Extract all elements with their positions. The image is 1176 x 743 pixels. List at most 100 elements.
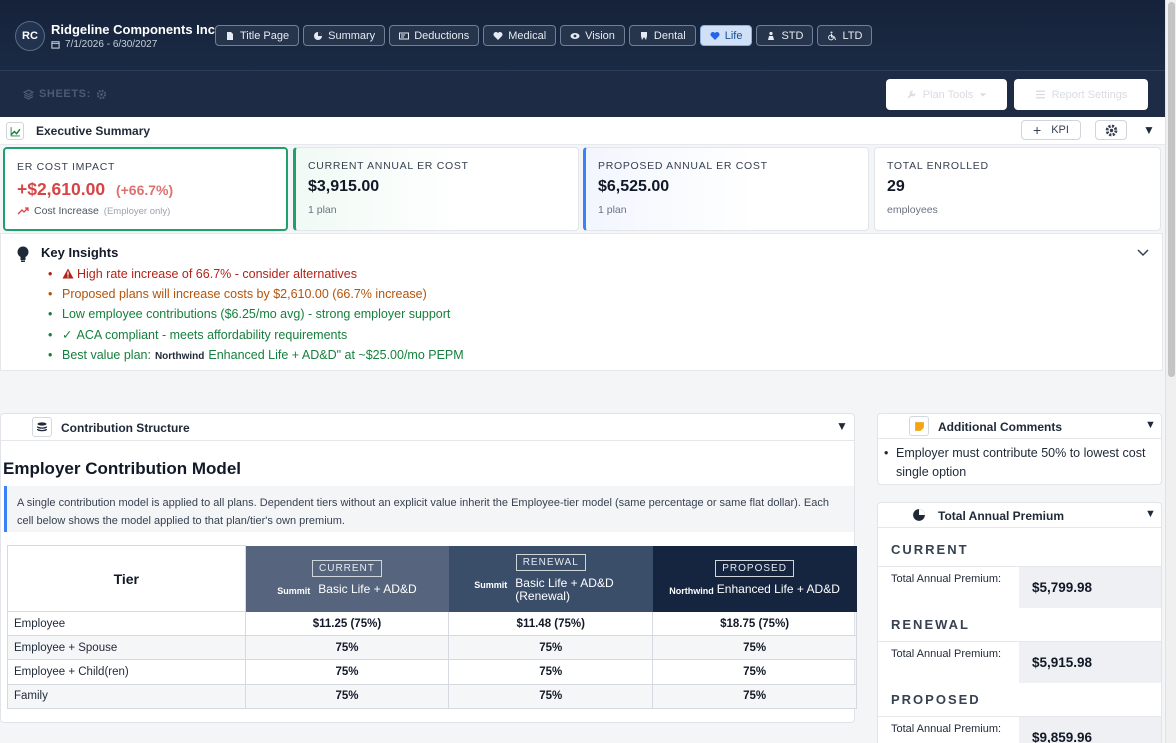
- kpi-sub: Cost Increase (Employer only): [17, 205, 170, 217]
- tab-label: STD: [781, 29, 804, 42]
- additional-comments-panel: Additional Comments ▼ Employer must cont…: [877, 413, 1162, 485]
- tab-dental[interactable]: Dental: [628, 25, 696, 46]
- cost-increase-label: Cost Increase: [34, 205, 99, 217]
- tier-label: Employee + Child(ren): [7, 659, 246, 685]
- tier-label: Family: [7, 683, 246, 709]
- kpi-label: CURRENT ANNUAL ER COST: [308, 160, 469, 172]
- lightbulb-icon: [17, 246, 29, 262]
- kpi-sub: employees: [887, 204, 938, 216]
- insight-text: Low employee contributions ($6.25/mo avg…: [62, 307, 451, 322]
- tab-ltd[interactable]: LTD: [817, 25, 873, 46]
- settings-button[interactable]: [1095, 120, 1127, 140]
- add-kpi-button[interactable]: + KPI: [1021, 120, 1081, 140]
- gear-icon[interactable]: [96, 89, 107, 100]
- table-row: Family 75% 75% 75%: [7, 683, 857, 709]
- collapse-triangle-icon[interactable]: ▼: [1143, 123, 1155, 137]
- premium-value: $5,915.98: [1019, 642, 1161, 683]
- executive-summary-title: Executive Summary: [36, 124, 151, 138]
- scrollbar-thumb[interactable]: [1168, 2, 1175, 377]
- plan-header-renewal: RENEWAL Summit Basic Life + AD&D (Renewal…: [448, 545, 653, 612]
- plan-name-line: Summit Basic Life + AD&D: [246, 582, 449, 598]
- plan-tag: RENEWAL: [515, 554, 586, 571]
- collapse-triangle-icon[interactable]: ▼: [1145, 508, 1156, 520]
- tab-label: Summary: [328, 29, 376, 42]
- contribution-cell: $18.75 (75%): [652, 610, 857, 637]
- insight-prefix: Best value plan:: [62, 347, 151, 362]
- plan-name: Enhanced Life + AD&D: [716, 581, 840, 596]
- tab-title-page[interactable]: Title Page: [215, 25, 300, 46]
- tab-life[interactable]: Life: [699, 25, 753, 46]
- premium-row: Total Annual Premium: $9,859.96: [878, 716, 1161, 743]
- comment-item: Employer must contribute 50% to lowest c…: [884, 444, 1156, 482]
- plan-tag: CURRENT: [312, 559, 382, 577]
- insight-item: High rate increase of 66.7% - consider a…: [48, 266, 464, 286]
- premium-group-label: PROPOSED: [891, 692, 981, 707]
- plan-tools-label: Plan Tools: [922, 88, 974, 101]
- tab-label: Life: [724, 29, 743, 42]
- plan-dates: 7/1/2026 - 6/30/2027: [51, 39, 157, 50]
- kpi-card-er-cost-impact[interactable]: ER COST IMPACT +$2,610.00 (+66.7%) Cost …: [3, 147, 288, 231]
- tab-bar: Title Page Summary Deductions Medical Vi…: [215, 25, 873, 46]
- employer-only-note: (Employer only): [103, 205, 171, 217]
- carrier-logo-text: Summit: [474, 580, 508, 590]
- plan-tools-button[interactable]: Plan Tools: [886, 79, 1007, 110]
- contribution-structure-header: Contribution Structure ▼: [1, 414, 854, 441]
- plan-name-line: Summit Basic Life + AD&D (Renewal): [449, 577, 652, 603]
- additional-comments-title: Additional Comments: [938, 420, 1063, 434]
- table-row: Employee + Spouse 75% 75% 75%: [7, 635, 857, 661]
- contribution-cell: 75%: [244, 659, 450, 685]
- kpi-value: +$2,610.00 (+66.7%): [17, 179, 173, 200]
- table-row: Employee $11.25 (75%) $11.48 (75%) $18.7…: [7, 610, 857, 637]
- kpi-label: KPI: [1051, 124, 1069, 136]
- contribution-cell: $11.48 (75%): [448, 610, 654, 637]
- premium-group-label: RENEWAL: [891, 617, 970, 632]
- check-icon: ✓: [62, 327, 73, 342]
- person-icon: [768, 31, 775, 40]
- tier-label: Employee + Spouse: [7, 635, 246, 661]
- executive-summary-header: Executive Summary + KPI ▼: [0, 117, 1165, 145]
- chevron-down-icon[interactable]: [1137, 249, 1149, 257]
- kpi-card-current-er-cost[interactable]: CURRENT ANNUAL ER COST $3,915.00 1 plan: [293, 147, 579, 231]
- contribution-cell: 75%: [448, 683, 654, 709]
- tab-std[interactable]: STD: [756, 25, 814, 46]
- insight-text: High rate increase of 66.7% - consider a…: [77, 267, 358, 281]
- tab-medical[interactable]: Medical: [483, 25, 557, 46]
- kpi-value: $3,915.00: [308, 178, 380, 195]
- kpi-sub: 1 plan: [598, 204, 627, 216]
- kpi-sub: 1 plan: [308, 204, 337, 216]
- collapse-triangle-icon[interactable]: ▼: [836, 419, 848, 433]
- tier-column-header: Tier: [7, 545, 246, 612]
- tab-deductions[interactable]: Deductions: [389, 25, 480, 46]
- sheets-bar: SHEETS: Plan Tools Report Settings: [0, 70, 1165, 117]
- sticky-note-icon: [909, 416, 929, 436]
- tab-vision[interactable]: Vision: [560, 25, 625, 46]
- key-insights-panel: Key Insights High rate increase of 66.7%…: [0, 233, 1163, 371]
- premium-value: $5,799.98: [1019, 567, 1161, 608]
- collapse-triangle-icon[interactable]: ▼: [1145, 419, 1156, 431]
- contribution-cell: 75%: [652, 635, 857, 661]
- document-icon: [227, 31, 233, 40]
- contribution-note: A single contribution model is applied t…: [4, 486, 854, 532]
- kpi-card-total-enrolled[interactable]: TOTAL ENROLLED 29 employees: [874, 147, 1161, 231]
- contribution-cell: 75%: [652, 659, 857, 685]
- insight-text: Enhanced Life + AD&D" at ~$25.00/mo PEPM: [208, 347, 464, 362]
- total-annual-premium-title: Total Annual Premium: [938, 509, 1065, 523]
- vertical-scrollbar[interactable]: [1165, 0, 1176, 743]
- sliders-icon: [1035, 90, 1045, 99]
- tooth-icon: [640, 31, 647, 40]
- heart-pulse-icon: [493, 31, 503, 40]
- kpi-label: PROPOSED ANNUAL ER COST: [598, 160, 768, 172]
- sheets-label: SHEETS:: [23, 88, 107, 100]
- pie-chart-icon: [909, 505, 929, 525]
- plan-name-line: Northwind Enhanced Life + AD&D: [653, 581, 856, 598]
- tab-label: Medical: [508, 29, 547, 42]
- carrier-logo-text: Northwind: [669, 585, 714, 596]
- impact-percent: (+66.7%): [115, 182, 174, 198]
- chart-line-icon: [6, 122, 24, 140]
- avatar[interactable]: RC: [15, 21, 45, 51]
- report-settings-button[interactable]: Report Settings: [1014, 79, 1148, 110]
- tab-summary[interactable]: Summary: [303, 25, 386, 46]
- kpi-card-proposed-er-cost[interactable]: PROPOSED ANNUAL ER COST $6,525.00 1 plan: [583, 147, 869, 231]
